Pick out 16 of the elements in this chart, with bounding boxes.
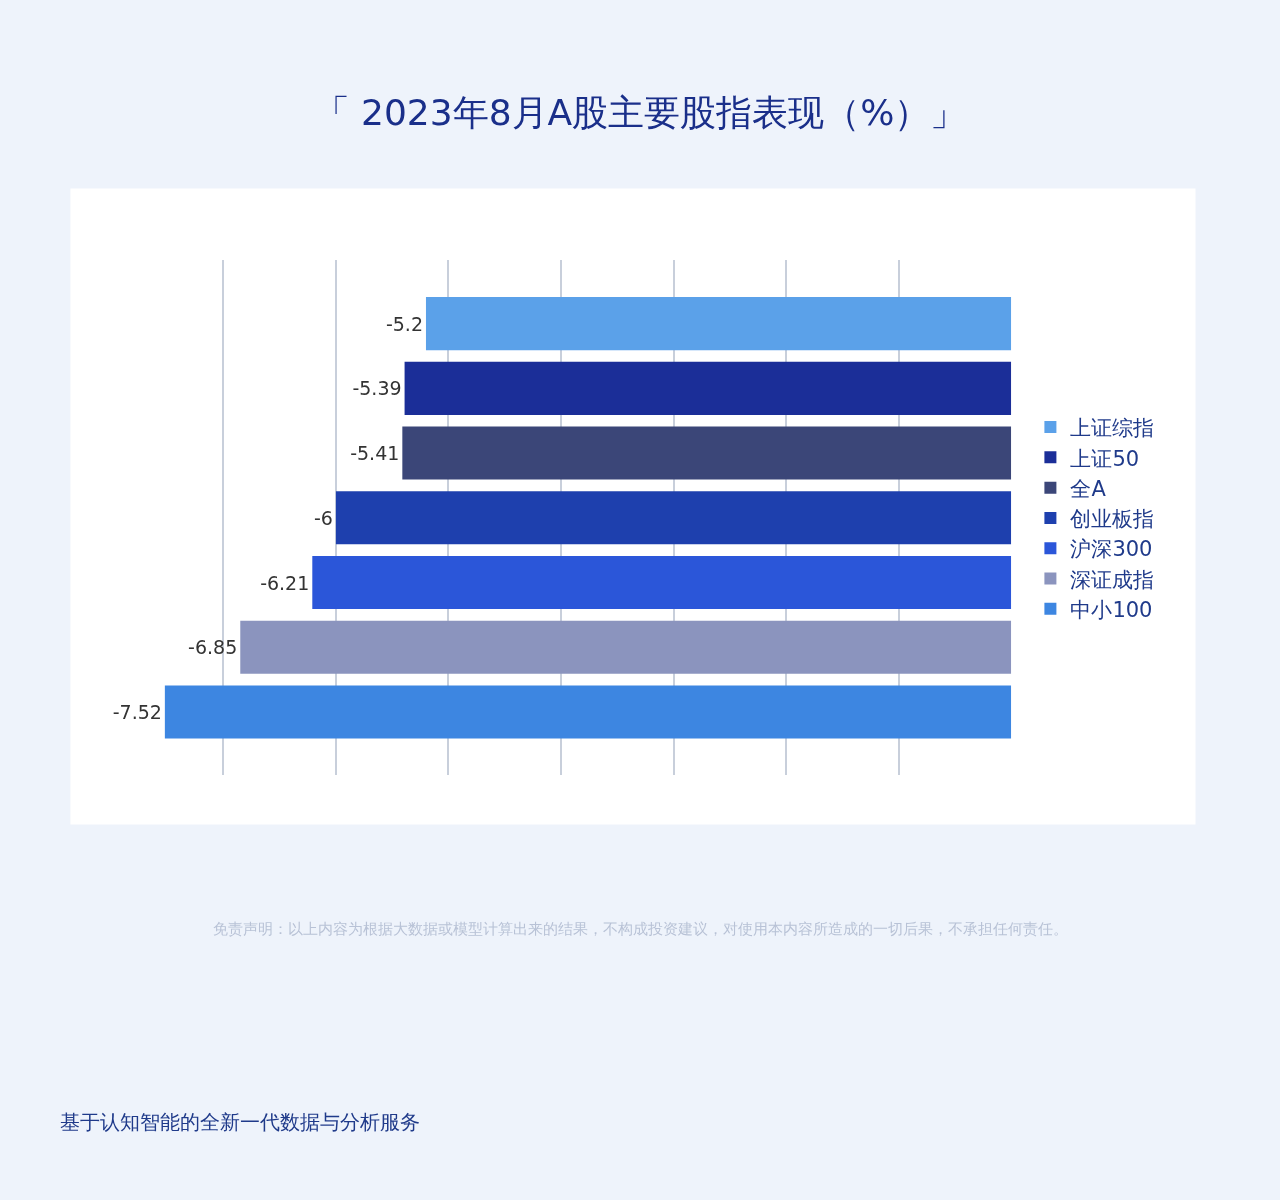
data-label: -7.52 <box>112 700 162 723</box>
legend-label: 沪深300 <box>1070 537 1153 562</box>
data-label: -5.39 <box>352 377 402 400</box>
chart-title: 「 2023年8月A股主要股指表现（%）」 <box>313 92 967 134</box>
legend-label: 深证成指 <box>1070 567 1155 592</box>
data-label: -5.41 <box>350 442 400 465</box>
data-label: -5.2 <box>385 312 423 335</box>
text: 基于认知智能的全新一代数据与分析服务 <box>60 1110 420 1134</box>
data-label: -6.85 <box>188 636 238 659</box>
legend-label: 创业板指 <box>1070 507 1155 532</box>
legend-label: 上证50 <box>1070 446 1140 471</box>
legend-label: 上证综指 <box>1070 416 1155 441</box>
data-label: -6.21 <box>260 571 310 594</box>
data-label: -6 <box>313 506 333 529</box>
legend-label: 中小100 <box>1070 598 1153 623</box>
legend-label: 全A <box>1070 476 1107 501</box>
